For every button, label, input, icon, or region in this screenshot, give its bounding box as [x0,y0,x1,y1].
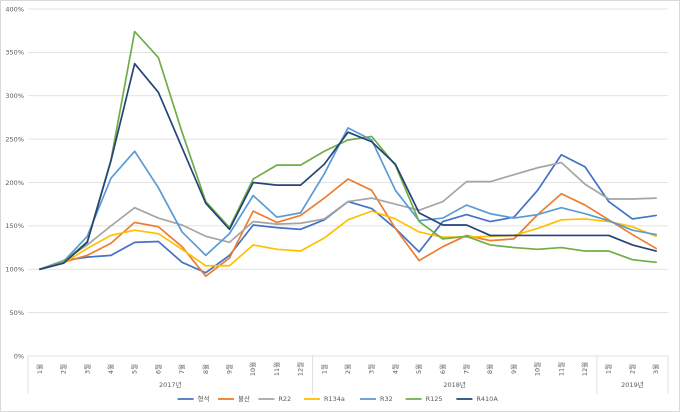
legend-label: R125 [426,395,443,403]
y-tick-label: 250% [5,135,24,143]
series-line-형석 [38,153,658,274]
legend-label: R32 [380,395,393,403]
series-line-R410A [38,62,658,271]
y-tick-label: 350% [5,49,24,57]
series-line-R134a [38,210,658,271]
x-tick-label: 3월 [82,364,91,374]
x-tick-label: 4월 [106,364,115,374]
x-tick-label: 6월 [438,364,447,374]
x-tick-label: 1월 [35,364,44,374]
series-line-R32 [38,126,658,271]
y-tick-label: 150% [5,222,24,230]
gridlines [28,8,668,357]
year-group-label: 2019년 [621,380,644,389]
year-group-label: 2017년 [159,380,182,389]
x-axis: 1월 2월 3월 4월 5월 6월 7월 8월 9월 10월 11월 12월 2017년 1월 2월 3월 4월… [27,356,669,394]
x-tick-label: 5월 [130,364,139,374]
x-tick-label: 9월 [224,364,233,374]
legend-label: 형석 [198,394,210,403]
x-tick-label: 10월 [533,362,542,376]
x-tick-label: 11월 [556,362,565,376]
y-tick-label: 200% [5,179,24,187]
x-tick-label: 3월 [367,364,376,374]
legend-label: R410A [476,395,498,403]
x-tick-label: 12월 [296,362,305,376]
x-tick-label: 7월 [177,364,186,374]
y-axis: 0% 50% 100% 150% 200% 250% 300% 350% 400% [5,5,24,360]
x-tick-label: 2월 [59,364,68,374]
x-tick-label: 1월 [604,364,613,374]
x-tick-label: 5월 [414,364,423,374]
legend-label: 불산 [238,394,250,403]
x-tick-label: 10월 [248,362,257,376]
legend-label: R134a [324,395,345,403]
x-tick-label: 12월 [580,362,589,376]
legend: 형석 불산 R22 R134a R32 R125 R410A [177,394,498,403]
series-line-불산 [38,178,658,278]
x-tick-label: 8월 [485,364,494,374]
x-tick-label: 6월 [153,364,162,374]
x-tick-label: 1월 [319,364,328,374]
x-tick-label: 2월 [627,364,636,374]
y-tick-label: 100% [5,266,24,274]
y-tick-label: 50% [10,309,24,317]
y-tick-label: 300% [5,92,24,100]
x-tick-label: 3월 [651,364,660,374]
series-line-R22 [38,161,658,271]
y-tick-label: 0% [14,352,24,360]
legend-label: R22 [278,395,291,403]
y-tick-label: 400% [5,5,24,13]
x-tick-label: 11월 [272,362,281,376]
series-lines [38,30,658,278]
x-tick-label: 2월 [343,364,352,374]
year-group-label: 2018년 [443,380,466,389]
series-line-R125 [38,30,658,271]
x-tick-label: 9월 [509,364,518,374]
x-tick-label: 8월 [201,364,210,374]
x-tick-label: 4월 [390,364,399,374]
x-tick-label: 7월 [462,364,471,374]
